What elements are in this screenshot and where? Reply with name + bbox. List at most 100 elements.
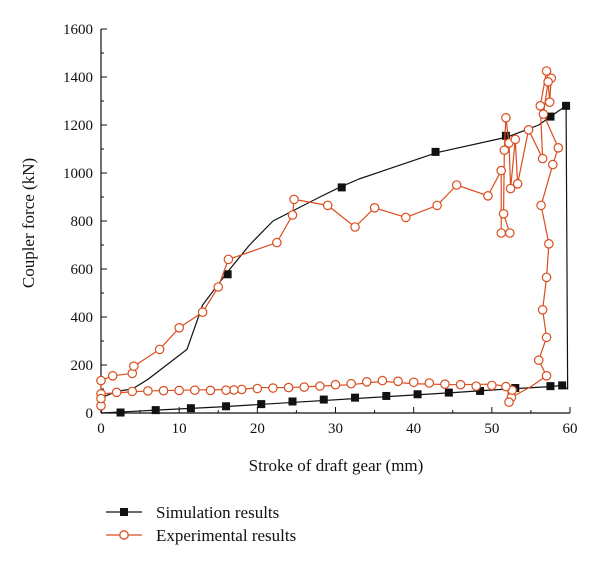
experimental-point xyxy=(252,383,263,394)
experimental-point xyxy=(197,307,208,317)
x-tick-label: 30 xyxy=(328,421,343,437)
experimental-point xyxy=(283,382,294,393)
experimental-point xyxy=(96,393,106,404)
legend-experimental-marker xyxy=(119,530,129,540)
experimental-point xyxy=(299,382,310,392)
experimental-point xyxy=(143,386,153,396)
experimental-point xyxy=(287,210,298,220)
simulation-point xyxy=(257,400,266,409)
experimental-point xyxy=(424,378,435,388)
simulation-point xyxy=(382,391,391,400)
simulation-point xyxy=(501,131,510,140)
legend-item-simulation: Simulation results xyxy=(106,503,279,522)
experimental-point xyxy=(393,376,403,387)
experimental-point xyxy=(268,383,278,393)
y-tick-label: 0 xyxy=(86,406,94,422)
series-layer xyxy=(96,66,571,417)
y-tick-label: 800 xyxy=(71,214,94,230)
simulation-point xyxy=(562,101,571,110)
experimental-point xyxy=(512,179,523,189)
experimental-point xyxy=(541,272,552,283)
simulation-point xyxy=(319,395,328,404)
experimental-point xyxy=(537,153,548,164)
simulation-point xyxy=(222,402,231,411)
experimental-point xyxy=(322,200,333,211)
y-tick-label: 400 xyxy=(71,310,94,326)
experimental-point xyxy=(111,387,122,398)
x-tick-label: 60 xyxy=(563,421,578,437)
simulation-point xyxy=(476,386,485,395)
experimental-point xyxy=(501,113,511,123)
experimental-point xyxy=(369,203,380,213)
legend-simulation-label: Simulation results xyxy=(156,503,279,522)
simulation-point xyxy=(288,397,297,406)
experimental-point xyxy=(510,134,521,145)
experimental-point xyxy=(496,165,507,176)
experimental-line xyxy=(100,70,559,406)
experimental-point xyxy=(487,380,497,391)
simulation-point xyxy=(116,408,125,417)
simulation-point xyxy=(337,183,346,192)
y-tick-label: 1600 xyxy=(63,22,93,38)
experimental-point xyxy=(127,386,138,397)
experimental-point xyxy=(96,375,106,386)
experimental-point xyxy=(289,194,299,205)
x-tick-label: 50 xyxy=(484,421,499,437)
experimental-point xyxy=(346,378,356,389)
experimental-point xyxy=(544,239,554,249)
simulation-point xyxy=(444,388,453,397)
experimental-point xyxy=(548,159,558,170)
experimental-point xyxy=(361,376,372,387)
legend-simulation-marker xyxy=(120,508,128,516)
y-tick-label: 1200 xyxy=(63,118,93,134)
experimental-point xyxy=(541,370,552,381)
x-tick-label: 40 xyxy=(406,421,421,437)
experimental-point xyxy=(223,254,234,265)
experimental-point xyxy=(377,375,388,386)
experimental-point xyxy=(504,397,514,407)
experimental-point xyxy=(272,237,282,248)
x-axis-label: Stroke of draft gear (mm) xyxy=(249,456,424,475)
experimental-point xyxy=(213,282,224,292)
experimental-point xyxy=(229,385,239,395)
simulation-point xyxy=(151,406,160,415)
experimental-point xyxy=(154,344,165,355)
experimental-point xyxy=(543,77,553,87)
experimental-point xyxy=(535,101,546,111)
experimental-point xyxy=(471,381,481,391)
simulation-point xyxy=(558,381,567,390)
experimental-point xyxy=(205,385,216,396)
experimental-point xyxy=(501,381,511,392)
simulation-point xyxy=(186,404,195,413)
experimental-point xyxy=(536,200,546,211)
experimental-point xyxy=(541,66,552,76)
experimental-point xyxy=(455,379,466,390)
y-tick-label: 1000 xyxy=(63,166,93,182)
experimental-point xyxy=(107,370,118,381)
simulation-point xyxy=(431,147,440,156)
x-tick-label: 0 xyxy=(97,421,105,437)
simulation-point xyxy=(413,390,422,399)
experimental-point xyxy=(350,222,360,232)
experimental-point xyxy=(440,379,450,389)
experimental-point xyxy=(174,322,184,333)
experimental-point xyxy=(330,379,341,390)
experimental-point xyxy=(190,385,200,395)
simulation-point xyxy=(351,393,360,402)
experimental-point xyxy=(544,97,555,107)
legend-item-experimental: Experimental results xyxy=(106,526,296,545)
y-axis-label: Coupler force (kN) xyxy=(19,158,38,288)
simulation-point xyxy=(546,382,555,391)
simulation-line xyxy=(100,105,569,414)
experimental-point xyxy=(129,361,139,371)
simulation-point xyxy=(546,112,555,121)
experimental-point xyxy=(533,355,544,365)
experimental-point xyxy=(315,381,325,391)
experimental-point xyxy=(221,385,231,395)
experimental-point xyxy=(553,143,564,153)
series-experimental xyxy=(96,66,564,411)
experimental-point xyxy=(523,125,534,135)
experimental-point xyxy=(499,145,510,155)
experimental-point xyxy=(496,228,507,238)
